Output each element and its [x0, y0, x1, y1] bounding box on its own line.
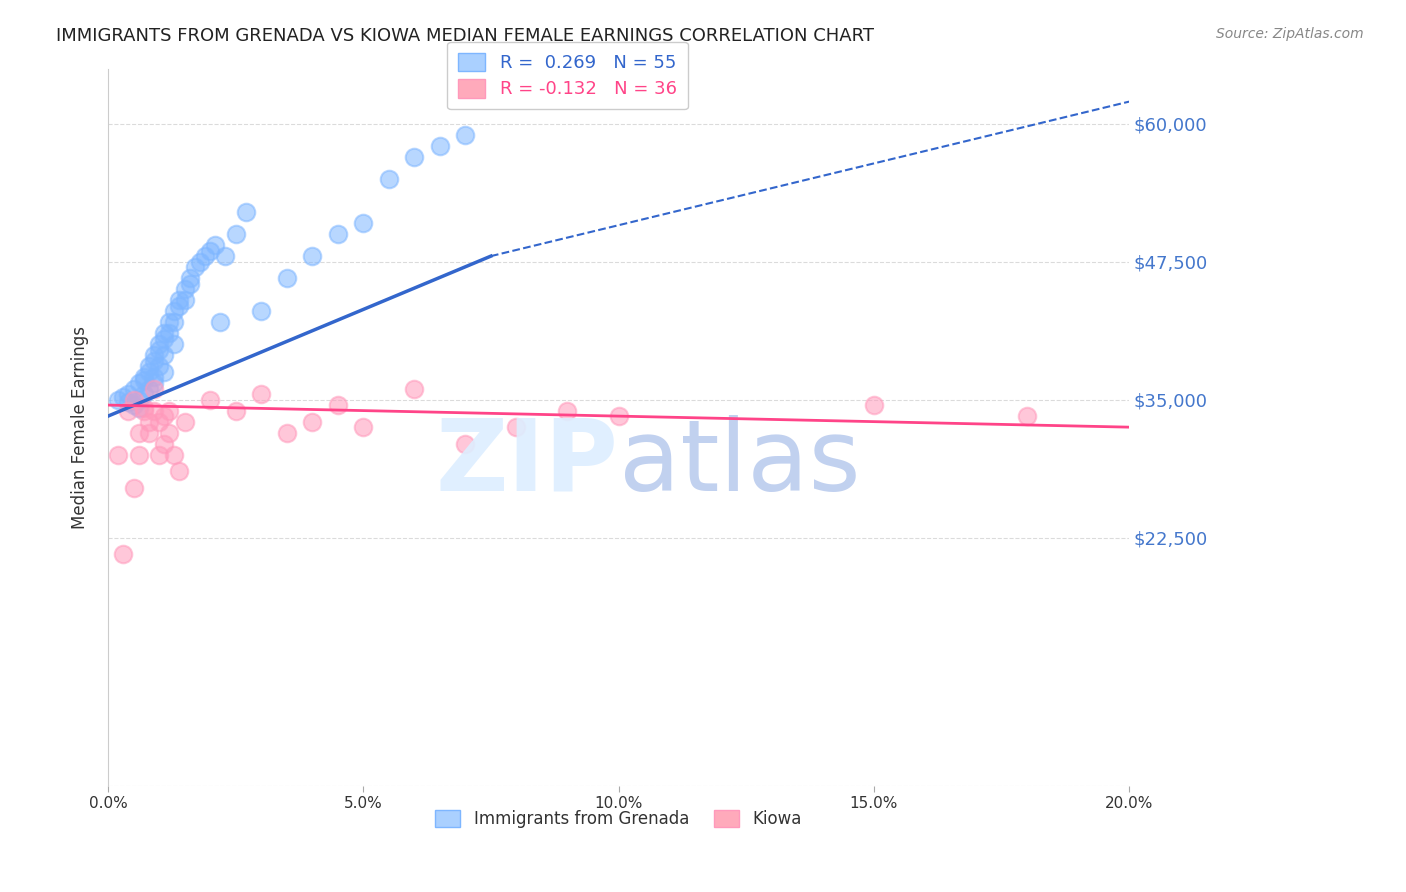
Point: [112, 547, 135, 561]
Point: [117, 387, 139, 401]
Point: [404, 150, 426, 164]
Point: [326, 227, 349, 241]
Point: [352, 216, 374, 230]
Point: [179, 277, 201, 291]
Y-axis label: Median Female Earnings: Median Female Earnings: [72, 326, 89, 529]
Point: [250, 304, 273, 318]
Point: [169, 293, 191, 308]
Point: [138, 359, 160, 374]
Point: [157, 403, 180, 417]
Point: [454, 128, 477, 142]
Point: [607, 409, 630, 424]
Point: [1015, 409, 1038, 424]
Point: [198, 392, 221, 407]
Point: [142, 376, 165, 390]
Text: atlas: atlas: [619, 415, 860, 511]
Point: [179, 271, 201, 285]
Point: [157, 315, 180, 329]
Point: [122, 382, 145, 396]
Point: [142, 403, 165, 417]
Point: [429, 138, 451, 153]
Point: [863, 398, 886, 412]
Point: [173, 282, 195, 296]
Point: [132, 370, 155, 384]
Point: [204, 238, 226, 252]
Text: IMMIGRANTS FROM GRENADA VS KIOWA MEDIAN FEMALE EARNINGS CORRELATION CHART: IMMIGRANTS FROM GRENADA VS KIOWA MEDIAN …: [56, 27, 875, 45]
Point: [153, 436, 176, 450]
Point: [214, 249, 236, 263]
Point: [122, 392, 145, 407]
Point: [157, 326, 180, 341]
Point: [128, 376, 150, 390]
Point: [184, 260, 207, 274]
Point: [153, 326, 176, 341]
Point: [169, 464, 191, 478]
Point: [138, 365, 160, 379]
Point: [132, 403, 155, 417]
Point: [194, 249, 217, 263]
Point: [235, 205, 257, 219]
Point: [128, 401, 150, 416]
Point: [142, 382, 165, 396]
Text: Source: ZipAtlas.com: Source: ZipAtlas.com: [1216, 27, 1364, 41]
Point: [148, 359, 170, 374]
Point: [301, 249, 323, 263]
Point: [122, 398, 145, 412]
Point: [163, 315, 186, 329]
Point: [153, 365, 176, 379]
Point: [122, 481, 145, 495]
Point: [142, 354, 165, 368]
Point: [138, 425, 160, 440]
Point: [250, 387, 273, 401]
Point: [153, 348, 176, 362]
Point: [142, 370, 165, 384]
Point: [163, 448, 186, 462]
Point: [132, 373, 155, 387]
Point: [378, 172, 401, 186]
Point: [163, 337, 186, 351]
Point: [117, 394, 139, 409]
Text: ZIP: ZIP: [436, 415, 619, 511]
Point: [163, 304, 186, 318]
Point: [107, 448, 129, 462]
Point: [173, 293, 195, 308]
Point: [132, 387, 155, 401]
Point: [128, 425, 150, 440]
Point: [209, 315, 232, 329]
Point: [188, 254, 211, 268]
Point: [148, 337, 170, 351]
Point: [153, 332, 176, 346]
Point: [225, 227, 247, 241]
Legend: Immigrants from Grenada, Kiowa: Immigrants from Grenada, Kiowa: [429, 804, 808, 835]
Point: [505, 420, 527, 434]
Point: [173, 415, 195, 429]
Point: [138, 382, 160, 396]
Point: [169, 299, 191, 313]
Point: [352, 420, 374, 434]
Point: [276, 425, 298, 440]
Point: [326, 398, 349, 412]
Point: [276, 271, 298, 285]
Point: [557, 403, 579, 417]
Point: [138, 415, 160, 429]
Point: [157, 425, 180, 440]
Point: [117, 403, 139, 417]
Point: [128, 448, 150, 462]
Point: [148, 343, 170, 357]
Point: [404, 382, 426, 396]
Point: [148, 415, 170, 429]
Point: [301, 415, 323, 429]
Point: [148, 448, 170, 462]
Point: [198, 244, 221, 258]
Point: [128, 392, 150, 407]
Point: [153, 409, 176, 424]
Point: [132, 401, 155, 416]
Point: [112, 390, 135, 404]
Point: [454, 436, 477, 450]
Point: [225, 403, 247, 417]
Point: [142, 348, 165, 362]
Point: [107, 392, 129, 407]
